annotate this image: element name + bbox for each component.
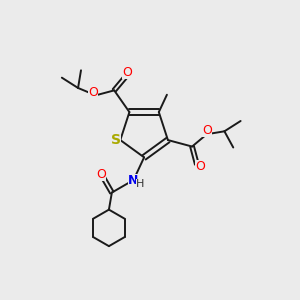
Text: H: H (136, 179, 144, 190)
Text: O: O (202, 124, 212, 137)
Text: O: O (97, 168, 106, 181)
Text: O: O (195, 160, 205, 173)
Text: S: S (111, 133, 121, 147)
Text: N: N (128, 173, 139, 187)
Text: O: O (88, 86, 98, 100)
Text: O: O (122, 66, 132, 79)
